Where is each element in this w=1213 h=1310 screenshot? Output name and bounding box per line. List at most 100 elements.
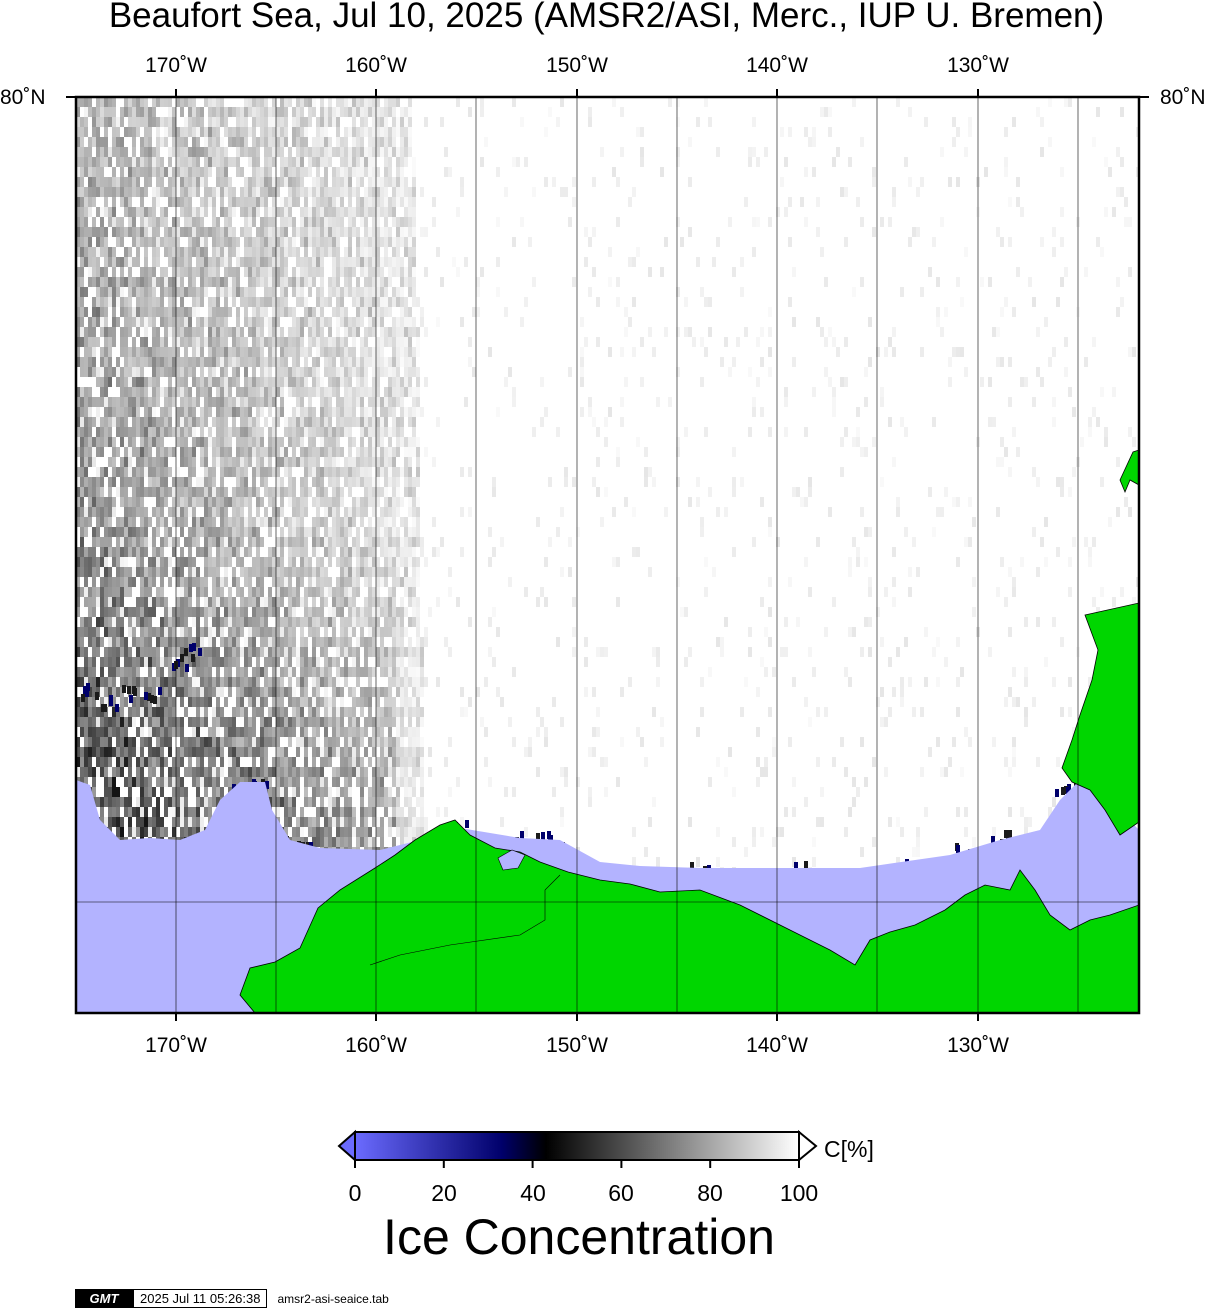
ice-cell: [136, 177, 140, 187]
ice-cell: [324, 497, 328, 507]
ice-cell: [128, 107, 132, 117]
ice-cell: [396, 247, 400, 257]
ice-cell: [732, 477, 736, 487]
ice-cell: [328, 507, 332, 517]
ice-cell: [244, 337, 248, 347]
ice-cell: [196, 177, 200, 187]
ice-cell: [336, 387, 340, 397]
ice-cell: [244, 427, 248, 437]
ice-cell: [248, 457, 252, 467]
ice-cell: [168, 607, 172, 617]
ice-cell: [100, 537, 104, 547]
ice-cell: [292, 327, 296, 337]
ice-cell: [76, 157, 80, 167]
ice-cell: [896, 507, 900, 517]
ice-cell: [308, 227, 312, 237]
ice-cell: [392, 617, 396, 627]
ice-cell: [268, 347, 272, 357]
ice-cell: [136, 357, 140, 367]
ice-cell: [204, 277, 208, 287]
ice-cell: [768, 527, 772, 537]
ice-cell: [136, 667, 140, 677]
ice-cell: [668, 397, 672, 407]
ice-cell: [420, 677, 424, 687]
ice-cell: [236, 447, 240, 457]
ice-cell: [92, 597, 96, 607]
ice-cell: [296, 547, 300, 557]
ice-cell: [128, 667, 132, 677]
ice-cell: [252, 257, 256, 267]
ice-cell: [96, 267, 100, 277]
ice-cell: [300, 327, 304, 337]
ice-cell: [304, 247, 308, 257]
ice-cell: [892, 577, 896, 587]
ice-cell: [152, 677, 156, 687]
ice-cell: [172, 287, 176, 297]
ice-cell: [136, 497, 140, 507]
ice-cell: [356, 677, 360, 687]
ice-cell: [112, 137, 116, 147]
ice-cell: [376, 417, 380, 427]
ice-cell: [712, 567, 716, 577]
ice-cell: [148, 377, 152, 387]
ice-cell: [164, 517, 168, 527]
ice-cell: [216, 537, 220, 547]
ice-cell: [396, 237, 400, 247]
ice-cell: [460, 507, 464, 517]
ice-cell: [156, 497, 160, 507]
ice-cell: [152, 207, 156, 217]
ice-cell: [76, 697, 80, 707]
ice-cell: [384, 467, 388, 477]
ice-cell: [236, 347, 240, 357]
ice-cell: [248, 127, 252, 137]
ice-cell: [340, 137, 344, 147]
ice-cell: [404, 667, 408, 677]
ice-cell: [388, 427, 392, 437]
ice-cell: [392, 667, 396, 677]
ice-cell: [192, 277, 196, 287]
ice-cell: [148, 217, 152, 227]
ice-cell: [364, 637, 368, 647]
ice-cell: [1088, 417, 1092, 427]
ice-cell: [388, 627, 392, 637]
ice-cell: [296, 257, 300, 267]
ice-cell: [1120, 297, 1124, 307]
ice-cell: [204, 607, 208, 617]
ice-cell: [140, 507, 144, 517]
ice-cell: [216, 677, 220, 687]
ice-cell: [352, 227, 356, 237]
ice-cell: [172, 117, 176, 127]
ice-cell: [216, 277, 220, 287]
ice-cell: [232, 627, 236, 637]
ice-cell: [232, 297, 236, 307]
ice-cell: [288, 597, 292, 607]
ice-cell: [368, 427, 372, 437]
ice-cell: [388, 647, 392, 657]
ice-cell: [356, 107, 360, 117]
ice-cell: [268, 337, 272, 347]
ice-cell: [200, 677, 204, 687]
ice-cell: [228, 387, 232, 397]
ice-cell: [80, 227, 84, 237]
ice-cell: [848, 627, 852, 637]
ice-cell: [208, 557, 212, 567]
ice-cell: [128, 607, 132, 617]
ice-cell: [376, 377, 380, 387]
ice-cell: [264, 687, 268, 697]
ice-cell: [368, 187, 372, 197]
ice-cell: [284, 467, 288, 477]
ice-cell: [340, 157, 344, 167]
ice-cell: [348, 217, 352, 227]
ice-cell: [584, 637, 588, 647]
ice-cell: [296, 657, 300, 667]
ice-cell: [416, 457, 420, 467]
ice-cell: [328, 527, 332, 537]
ice-cell: [196, 217, 200, 227]
ice-cell: [640, 337, 644, 347]
ice-cell: [368, 387, 372, 397]
ice-cell: [116, 547, 120, 557]
ice-cell: [1040, 537, 1044, 547]
ice-cell: [256, 167, 260, 177]
ice-cell: [348, 317, 352, 327]
ice-cell: [316, 327, 320, 337]
